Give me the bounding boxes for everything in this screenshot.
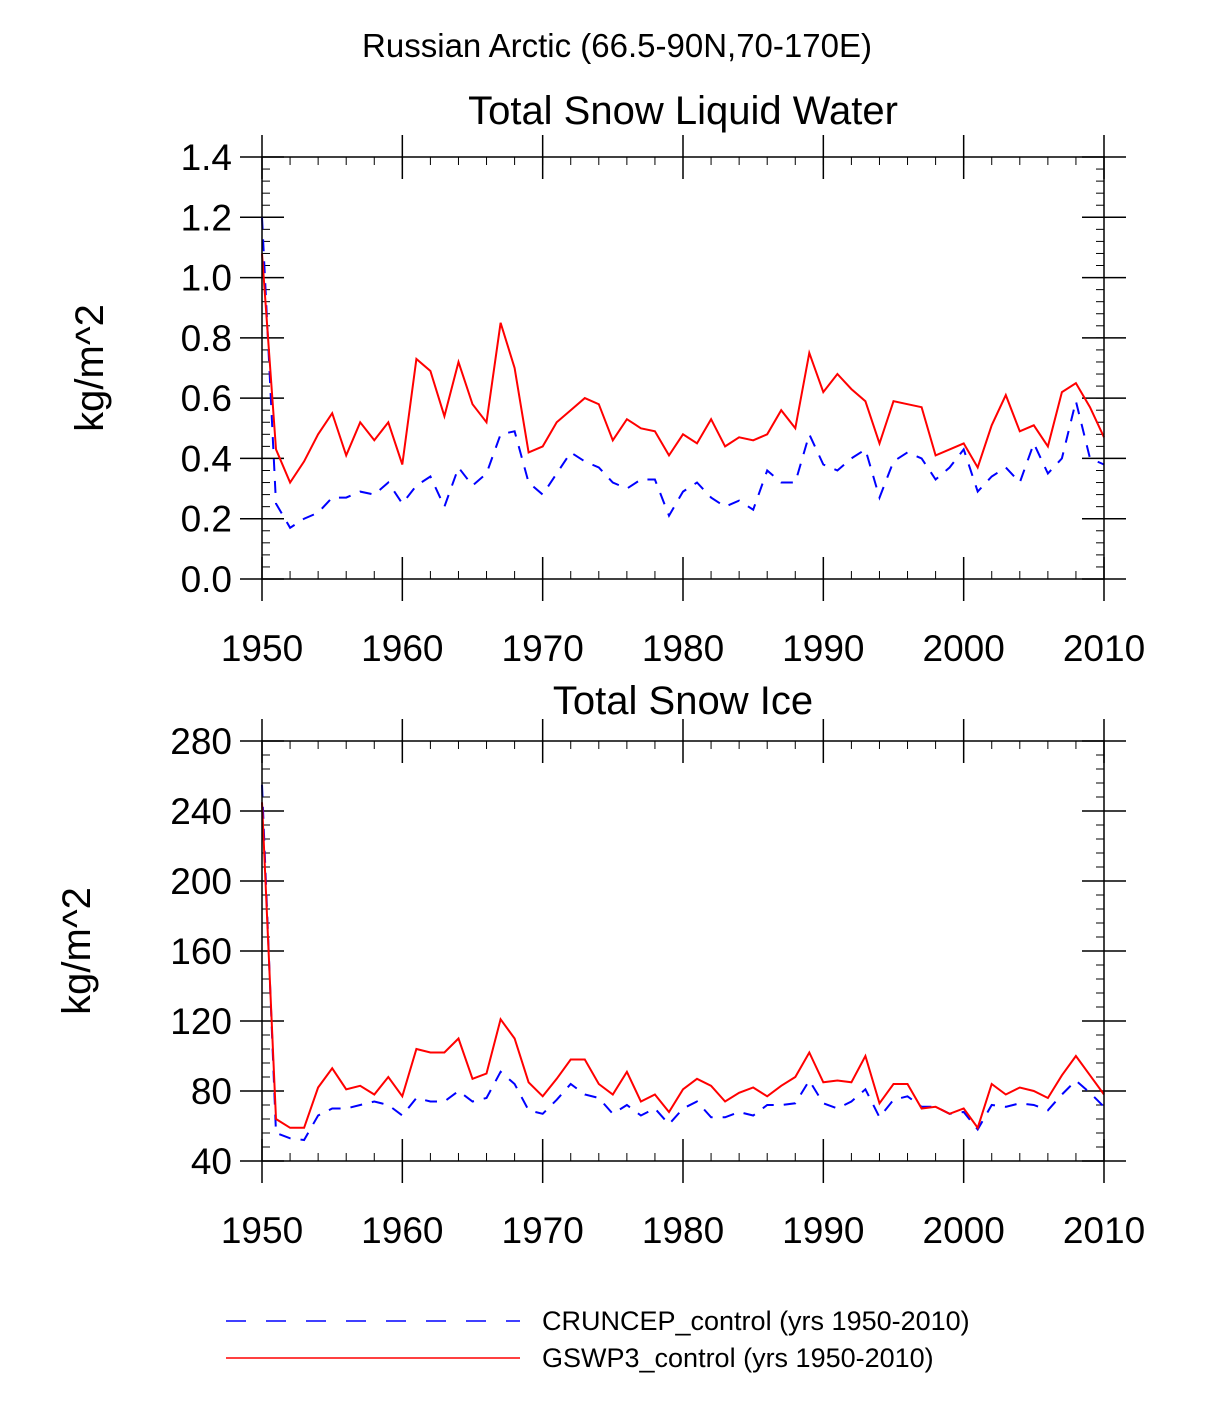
x-tick-label: 1950 xyxy=(221,628,303,669)
y-tick-label: 120 xyxy=(170,1001,232,1042)
y-tick-label: 0.0 xyxy=(181,559,232,600)
y-tick-label: 0.2 xyxy=(181,499,232,540)
plot-frame xyxy=(261,156,1105,580)
y-tick-label: 1.2 xyxy=(181,197,232,238)
y-tick-label: 0.6 xyxy=(181,378,232,419)
chart-title: Total Snow Ice xyxy=(553,679,813,723)
x-tick-label: 1990 xyxy=(782,1210,864,1251)
legend-label: GSWP3_control (yrs 1950-2010) xyxy=(542,1343,934,1373)
plot-frame xyxy=(261,740,1105,1162)
x-tick-label: 2010 xyxy=(1063,628,1145,669)
legend: CRUNCEP_control (yrs 1950-2010) GSWP3_con… xyxy=(226,1306,970,1373)
x-tick-label: 1990 xyxy=(782,628,864,669)
x-tick-label: 1980 xyxy=(642,628,724,669)
x-tick-label: 1960 xyxy=(361,1210,443,1251)
y-tick-label: 40 xyxy=(191,1141,232,1182)
legend-label: CRUNCEP_control (yrs 1950-2010) xyxy=(542,1306,970,1336)
y-axis-label: kg/m^2 xyxy=(68,304,112,432)
y-tick-label: 160 xyxy=(170,931,232,972)
y-tick-label: 240 xyxy=(170,791,232,832)
chart-panel-1: Total Snow Liquid Water kg/m^2 0.0 0.2 0.4 0.… xyxy=(68,89,1145,669)
y-tick-label: 80 xyxy=(191,1071,232,1112)
x-tick-label: 1970 xyxy=(502,1210,584,1251)
y-tick-label: 1.0 xyxy=(181,258,232,299)
y-tick-label: 280 xyxy=(170,721,232,762)
y-tick-label: 0.8 xyxy=(181,318,232,359)
x-tick-label: 1980 xyxy=(642,1210,724,1251)
y-tick-label: 1.4 xyxy=(181,137,232,178)
chart-panel-2: Total Snow Ice kg/m^2 40 80 120 160 200 240 280 1… xyxy=(55,679,1145,1251)
x-tick-label: 2010 xyxy=(1063,1210,1145,1251)
cruncep-series-line xyxy=(261,217,1105,530)
cruncep-series-line xyxy=(261,784,1105,1142)
y-axis-label: kg/m^2 xyxy=(55,887,99,1015)
page-title: Russian Arctic (66.5-90N,70-170E) xyxy=(362,27,872,64)
x-tick-label: 1950 xyxy=(221,1210,303,1251)
gswp3-series-line xyxy=(261,802,1105,1130)
x-tick-label: 2000 xyxy=(923,1210,1005,1251)
gswp3-series-line xyxy=(261,253,1105,485)
x-tick-label: 2000 xyxy=(923,628,1005,669)
chart-title: Total Snow Liquid Water xyxy=(468,89,898,133)
y-tick-label: 200 xyxy=(170,861,232,902)
x-tick-label: 1970 xyxy=(502,628,584,669)
y-tick-label: 0.4 xyxy=(181,438,232,479)
x-tick-label: 1960 xyxy=(361,628,443,669)
